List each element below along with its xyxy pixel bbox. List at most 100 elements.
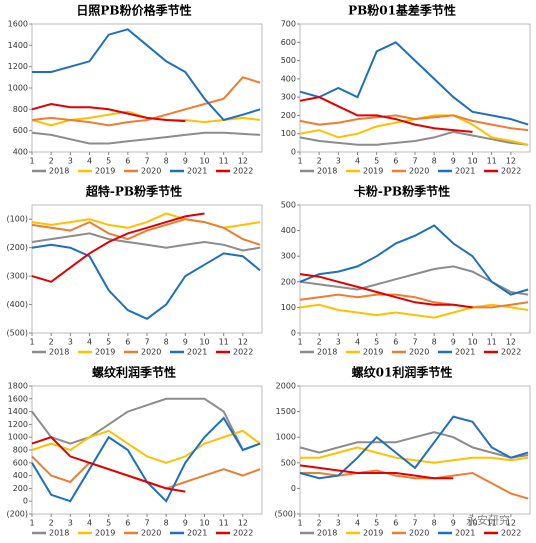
- legend-label: 2021: [455, 348, 475, 357]
- legend-label: 2021: [187, 348, 207, 357]
- x-tick-label: 12: [506, 519, 516, 528]
- y-tick-label: 300: [281, 252, 296, 261]
- legend-label: 2020: [141, 167, 161, 176]
- legend-label: 2020: [141, 529, 161, 538]
- series-line: [31, 212, 205, 283]
- series-line: [299, 431, 529, 459]
- x-tick-label: 1: [29, 338, 34, 347]
- y-tick-label: 1600: [8, 394, 28, 403]
- x-tick-label: 11: [219, 157, 229, 166]
- x-tick-label: 4: [87, 338, 92, 347]
- legend-label: 2022: [501, 167, 521, 176]
- x-tick-label: 11: [487, 157, 497, 166]
- legend-label: 2018: [49, 529, 69, 538]
- legend-label: 2019: [363, 167, 383, 176]
- x-tick-label: 12: [238, 157, 248, 166]
- legend-label: 2018: [49, 167, 69, 176]
- chart-panel: 超特-PB粉季节性(500)(400)(300)(200)(100)1 2 3 4 5 6…: [6, 184, 263, 357]
- y-tick-label: 1200: [8, 420, 28, 429]
- y-tick-label: 1000: [276, 433, 296, 442]
- x-tick-label: 3: [68, 519, 73, 528]
- series-line: [299, 96, 473, 133]
- series-line: [31, 436, 186, 493]
- y-tick-label: 800: [13, 105, 28, 114]
- legend-label: 2020: [409, 529, 429, 538]
- plot-frame: [299, 23, 531, 153]
- x-tick-label: 4: [355, 338, 360, 347]
- y-tick-label: 500: [281, 201, 296, 210]
- chart-title: 螺纹01利润季节性: [352, 365, 453, 380]
- y-tick-label: (200): [6, 243, 28, 252]
- series-line: [299, 303, 529, 319]
- y-tick-label: 1400: [8, 407, 28, 416]
- x-tick-label: 4: [355, 519, 360, 528]
- y-tick-label: 600: [281, 38, 296, 47]
- y-tick-label: 1000: [8, 84, 28, 93]
- series-line: [31, 212, 261, 229]
- y-tick-label: 200: [281, 111, 296, 120]
- y-tick-label: 0: [291, 148, 296, 157]
- watermark: 永安研究: [466, 513, 510, 527]
- y-tick-label: 600: [13, 126, 28, 135]
- y-tick-label: 1200: [8, 62, 28, 71]
- legend-label: 2018: [49, 348, 69, 357]
- series-line: [299, 114, 529, 132]
- x-tick-label: 6: [393, 338, 398, 347]
- legend-label: 2021: [187, 167, 207, 176]
- series-line: [300, 446, 529, 464]
- x-tick-label: 7: [144, 519, 149, 528]
- series-line: [31, 455, 261, 490]
- y-tick-label: 100: [281, 129, 296, 138]
- legend-label: 2022: [501, 529, 521, 538]
- legend-label: 2021: [187, 529, 207, 538]
- y-tick-label: 500: [281, 458, 296, 467]
- x-tick-label: 7: [144, 157, 149, 166]
- x-tick-label: 10: [467, 519, 477, 528]
- legend-label: 2022: [233, 348, 253, 357]
- legend-label: 2020: [409, 348, 429, 357]
- legend-label: 2021: [455, 529, 475, 538]
- y-tick-label: 600: [13, 458, 28, 467]
- legend-label: 2018: [317, 348, 337, 357]
- series-line: [299, 273, 473, 309]
- series-line: [31, 232, 261, 252]
- x-tick-label: 9: [183, 157, 188, 166]
- legend-label: 2021: [455, 167, 475, 176]
- x-tick-label: 11: [487, 338, 497, 347]
- series-line: [31, 218, 261, 246]
- x-tick-label: 1: [297, 157, 302, 166]
- x-tick-label: 7: [412, 519, 417, 528]
- y-tick-label: (500): [274, 510, 296, 519]
- y-tick-label: 300: [281, 93, 296, 102]
- y-tick-label: 200: [281, 277, 296, 286]
- series-line: [31, 131, 261, 145]
- x-tick-label: 4: [355, 157, 360, 166]
- y-tick-label: 800: [13, 446, 28, 455]
- y-tick-label: 0: [291, 484, 296, 493]
- series-line: [299, 224, 529, 296]
- x-tick-label: 5: [106, 157, 111, 166]
- x-tick-label: 12: [238, 519, 248, 528]
- legend-label: 2020: [141, 348, 161, 357]
- y-tick-label: (500): [6, 329, 28, 338]
- x-tick-label: 10: [467, 157, 477, 166]
- y-tick-label: (200): [6, 510, 28, 519]
- x-tick-label: 6: [125, 157, 130, 166]
- y-tick-label: 0: [291, 329, 296, 338]
- y-tick-label: 400: [13, 148, 28, 157]
- y-tick-label: 1600: [8, 20, 28, 29]
- chart-title: 螺纹利润季节性: [92, 365, 176, 380]
- series-line: [31, 76, 261, 127]
- x-tick-label: 2: [317, 338, 322, 347]
- series-line: [299, 130, 529, 146]
- x-tick-label: 8: [164, 519, 169, 528]
- series-line: [32, 28, 261, 122]
- x-tick-label: 12: [506, 338, 516, 347]
- x-tick-label: 2: [317, 157, 322, 166]
- series-line: [31, 429, 261, 464]
- legend-label: 2022: [233, 529, 253, 538]
- x-tick-label: 10: [199, 157, 209, 166]
